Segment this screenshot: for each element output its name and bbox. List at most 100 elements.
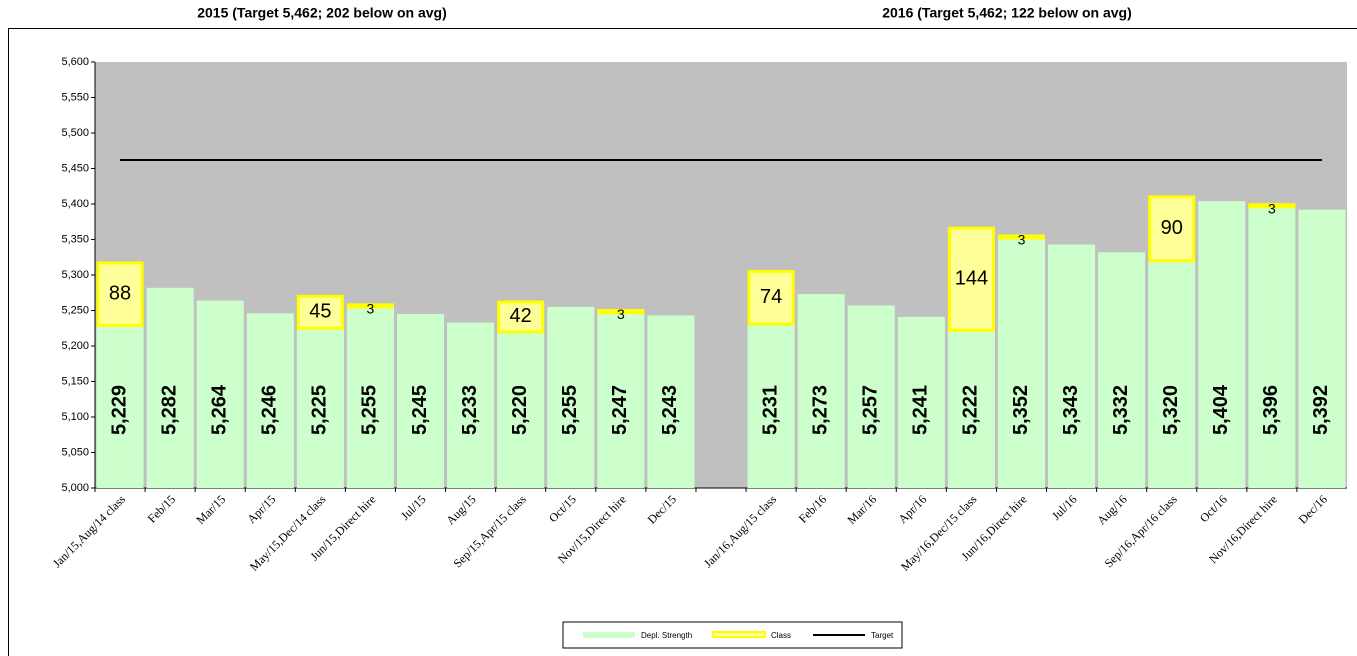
class-label: 144: [955, 268, 988, 290]
class-label: 3: [1268, 200, 1276, 216]
y-tick-label: 5,550: [61, 91, 89, 103]
class-label: 3: [1018, 232, 1026, 248]
y-tick-label: 5,050: [61, 446, 89, 458]
value-label: 5,273: [809, 385, 831, 435]
class-label: 88: [109, 282, 131, 304]
value-label: 5,392: [1310, 385, 1332, 435]
bar: [96, 325, 144, 488]
x-tick-label: Feb/15: [145, 492, 178, 525]
class-segment: [947, 226, 995, 332]
x-tick-label: Oct/16: [1197, 492, 1230, 525]
value-label: 5,245: [409, 385, 431, 435]
value-label: 5,225: [309, 385, 331, 435]
bar: [346, 306, 394, 488]
x-tick-label: Aug/15: [443, 492, 478, 527]
bar: [196, 300, 244, 488]
class-label: 3: [617, 306, 625, 322]
value-label: 5,320: [1160, 385, 1182, 435]
bar: [847, 305, 895, 488]
bar: [1198, 201, 1246, 488]
x-tick-label: Mar/16: [844, 492, 879, 527]
class-label: 74: [760, 286, 782, 308]
value-label: 5,332: [1110, 385, 1132, 435]
class-segment: [997, 234, 1046, 240]
x-tick-label: Oct/15: [546, 492, 579, 525]
class-segment: [296, 294, 344, 330]
x-tick-label: Mar/15: [193, 492, 228, 527]
x-tick-label: Jul/15: [398, 492, 429, 523]
x-tick-label: Aug/16: [1094, 492, 1129, 527]
bar: [396, 314, 445, 488]
class-label: 90: [1161, 217, 1183, 239]
chart-title: 2016 (Target 5,462; 122 below on avg): [882, 5, 1132, 21]
bar: [897, 316, 945, 488]
value-label: 5,231: [759, 385, 781, 435]
bar: [997, 238, 1046, 488]
class-label: 42: [510, 305, 532, 327]
class-segment: [747, 269, 795, 326]
x-tick-label: Jul/16: [1049, 492, 1080, 523]
y-tick-label: 5,200: [61, 340, 89, 352]
bar: [497, 331, 545, 488]
class-label: 45: [309, 301, 331, 323]
frame: [8, 28, 1357, 656]
class-segment: [597, 309, 645, 315]
bar: [146, 287, 194, 488]
y-tick-label: 5,350: [61, 233, 89, 245]
class-segment: [497, 300, 545, 334]
x-tick-label: Feb/16: [796, 492, 829, 525]
bar: [797, 294, 845, 488]
y-tick-label: 5,450: [61, 162, 89, 174]
value-label: 5,243: [659, 385, 681, 435]
class-label: 3: [367, 301, 375, 317]
y-tick-label: 5,600: [61, 56, 89, 68]
x-tick-label: Dec/16: [1296, 492, 1330, 526]
bar: [647, 315, 695, 488]
y-tick-label: 5,100: [61, 411, 89, 423]
bar: [547, 306, 595, 488]
x-tick-label: Apr/16: [895, 492, 929, 526]
value-label: 5,255: [559, 385, 581, 435]
x-tick-label: Jan/15,Aug/14 class: [50, 492, 128, 570]
x-tick-label: Dec/15: [645, 492, 679, 526]
x-tick-label: Jan/16,Aug/15 class: [701, 492, 779, 570]
bar: [1048, 244, 1096, 488]
class-segment: [96, 261, 144, 327]
bar: [1098, 252, 1146, 488]
class-segment: [346, 303, 394, 309]
value-label: 5,220: [509, 385, 531, 435]
chart-title: 2015 (Target 5,462; 202 below on avg): [197, 5, 447, 21]
value-label: 5,352: [1010, 385, 1032, 435]
value-label: 5,255: [359, 385, 381, 435]
class-segment: [1248, 203, 1296, 209]
y-tick-label: 5,250: [61, 304, 89, 316]
y-tick-label: 5,300: [61, 269, 89, 281]
legend-swatch: [583, 632, 635, 638]
class-segment: [1148, 195, 1196, 263]
value-label: 5,241: [910, 385, 932, 435]
bar: [447, 322, 495, 488]
bar: [1248, 206, 1296, 488]
value-label: 5,246: [259, 385, 281, 435]
bar: [246, 313, 294, 488]
x-tick-label: Apr/15: [244, 492, 278, 526]
y-tick-label: 5,150: [61, 375, 89, 387]
value-label: 5,396: [1260, 385, 1282, 435]
legend-label: Target: [871, 631, 894, 640]
bar: [947, 330, 995, 488]
legend-label: Depl. Strength: [641, 631, 692, 640]
value-label: 5,257: [860, 385, 882, 435]
bar: [747, 323, 795, 488]
bar: [597, 312, 645, 488]
bar: [296, 328, 344, 488]
value-label: 5,282: [158, 385, 180, 435]
value-label: 5,247: [609, 385, 631, 435]
bar: [1148, 260, 1196, 488]
value-label: 5,229: [108, 385, 130, 435]
value-label: 5,343: [1060, 385, 1082, 435]
value-label: 5,233: [459, 385, 481, 435]
bar: [1298, 209, 1346, 488]
legend-label: Class: [771, 631, 791, 640]
legend-swatch: [712, 631, 766, 638]
